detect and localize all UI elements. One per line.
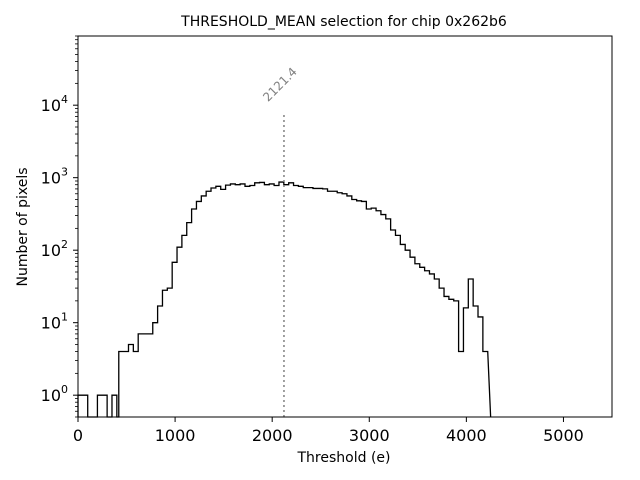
x-tick-label: 4000 (446, 426, 487, 445)
x-axis-label: Threshold (e) (297, 450, 391, 466)
y-tick-label: 103 (41, 166, 68, 188)
y-tick-label: 101 (41, 311, 68, 333)
y-tick-label: 100 (41, 383, 68, 405)
x-tick-label: 0 (73, 426, 83, 445)
x-tick-label: 3000 (349, 426, 390, 445)
y-tick-label: 102 (41, 238, 68, 260)
axes-frame (77, 35, 613, 418)
x-tick-label: 1000 (155, 426, 196, 445)
x-axis: 0 1000 2000 3000 4000 5000 (73, 417, 584, 445)
histogram-step-line (77, 181, 492, 418)
y-tick-label: 104 (41, 93, 68, 115)
y-axis-label: Number of pixels (15, 167, 31, 286)
chart-title: THRESHOLD_MEAN selection for chip 0x262b… (180, 14, 507, 30)
x-tick-label: 2000 (252, 426, 293, 445)
x-tick-label: 5000 (543, 426, 584, 445)
y-axis: 100 101 102 103 104 (41, 35, 78, 418)
